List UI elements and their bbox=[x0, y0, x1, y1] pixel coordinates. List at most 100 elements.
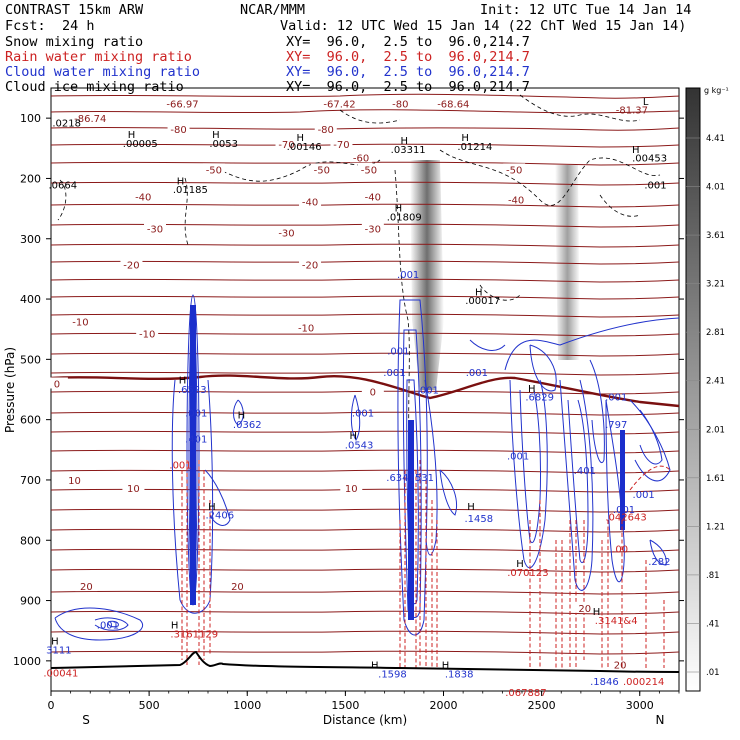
cloud-water-core-1 bbox=[190, 305, 196, 605]
temperature-contour-line bbox=[51, 568, 679, 573]
temperature-label-bg bbox=[75, 580, 98, 592]
colorbar-unit: g kg⁻¹ bbox=[704, 86, 729, 95]
temperature-label-bg bbox=[361, 222, 384, 234]
temperature-label-bg bbox=[69, 315, 92, 327]
cloud-water-contour bbox=[171, 379, 214, 614]
value-annotation: .0543 bbox=[345, 441, 374, 452]
cloud-water-contour bbox=[350, 394, 361, 441]
value-annotation: 20 bbox=[614, 661, 627, 672]
value-annotation: .001 bbox=[507, 451, 529, 462]
temperature-label: 20 bbox=[231, 582, 244, 593]
extrema-mark: H bbox=[238, 410, 246, 421]
temperature-contour-line bbox=[51, 295, 679, 300]
temperature-label: 10 bbox=[345, 484, 358, 495]
x-axis-right-end: N bbox=[656, 713, 665, 727]
cloud-water-contour bbox=[529, 344, 557, 392]
x-tick-label: 0 bbox=[48, 699, 55, 712]
cloud-water-core-3 bbox=[620, 430, 625, 530]
value-annotation: .067887 bbox=[505, 688, 546, 699]
y-tick-label: 700 bbox=[20, 474, 41, 487]
value-annotation: -86.74 bbox=[74, 114, 106, 125]
extrema-mark: H bbox=[349, 431, 357, 442]
colorbar-tick-label: 1.61 bbox=[706, 474, 725, 484]
x-axis: 0 500 1000 1500 2000 2500 3000 bbox=[48, 691, 680, 712]
forecast-label: Fcst: bbox=[5, 18, 46, 34]
value-annotation: .0053 bbox=[209, 139, 238, 150]
y-tick-label: 800 bbox=[20, 534, 41, 547]
temperature-label: -80 bbox=[318, 125, 334, 136]
y-tick-label: 1000 bbox=[13, 655, 41, 668]
temperature-label: -10 bbox=[139, 329, 155, 340]
cloud-water-contour bbox=[402, 329, 422, 618]
value-annotation: .797 bbox=[605, 420, 627, 431]
temperature-label-bg bbox=[45, 377, 68, 389]
temperature-label: -20 bbox=[302, 261, 318, 272]
field-name-cloud-ice: Cloud ice mixing ratio bbox=[5, 79, 184, 95]
y-tick-label: 600 bbox=[20, 414, 41, 427]
extrema-mark: H bbox=[212, 130, 220, 141]
temperature-label: -30 bbox=[365, 224, 381, 235]
x-tick-label: 1000 bbox=[233, 699, 261, 712]
temperature-label: -50 bbox=[314, 165, 330, 176]
colorbar-gradient bbox=[685, 87, 701, 692]
extrema-mark: H bbox=[177, 176, 185, 187]
value-annotation: .00453 bbox=[632, 154, 667, 165]
extrema-mark: H bbox=[475, 287, 483, 298]
temperature-label: -30 bbox=[147, 224, 163, 235]
value-annotation: .6829 bbox=[525, 392, 554, 403]
colorbar-tick-label: 2.41 bbox=[706, 377, 725, 387]
temperature-label-bg bbox=[505, 193, 528, 205]
colorbar-tick-label: .81 bbox=[706, 571, 720, 581]
cloud-water-contour bbox=[94, 617, 129, 631]
value-annotation: .001 bbox=[169, 460, 191, 471]
value-annotation: .001 bbox=[613, 505, 635, 516]
temperature-label: -20 bbox=[123, 261, 139, 272]
value-annotation: .01809 bbox=[387, 213, 422, 224]
extrema-mark: H bbox=[516, 559, 524, 570]
temperature-labels: -80 -80-70 -70-50 -50 -50 -50-60-40 -40 -40 -40-… bbox=[45, 123, 596, 615]
cloud-ice-contour bbox=[519, 94, 641, 122]
colorbar-tick-label: .01 bbox=[706, 668, 720, 678]
cloud-water-contour bbox=[406, 379, 419, 605]
temperature-label: -10 bbox=[298, 323, 314, 334]
rain-water-contour bbox=[629, 465, 671, 491]
extrema-mark: H bbox=[442, 661, 450, 672]
colorbar-tick-label: 4.01 bbox=[706, 183, 725, 193]
extrema-mark: H bbox=[461, 133, 469, 144]
extrema-mark: H bbox=[296, 133, 304, 144]
value-annotation: .0362 bbox=[233, 420, 262, 431]
field-name-rain: Rain water mixing ratio bbox=[5, 49, 192, 65]
forecast-value: 24 h bbox=[62, 18, 95, 34]
value-annotation: .401 bbox=[185, 435, 207, 446]
temperature-label: -50 bbox=[206, 165, 222, 176]
value-annotation: -68.64 bbox=[437, 99, 469, 110]
temperature-label: -40 bbox=[365, 193, 381, 204]
cloud-water-contour bbox=[469, 339, 506, 351]
temperature-label: 0 bbox=[54, 379, 60, 390]
temperature-label-bg bbox=[503, 163, 526, 175]
value-annotation: .2406 bbox=[205, 511, 234, 522]
value-annotation: .6523 bbox=[178, 385, 207, 396]
field-xy-rain: XY= 96.0, 2.5 to 96.0,214.7 bbox=[286, 49, 530, 65]
temperature-contour-line bbox=[51, 528, 679, 533]
cloud-water-contour bbox=[504, 317, 679, 371]
extrema-mark: H bbox=[467, 502, 475, 513]
temperature-contours bbox=[51, 93, 679, 655]
colorbar-tick-label: 2.81 bbox=[706, 328, 725, 338]
temperature-contour-line bbox=[51, 650, 679, 655]
field-xy-snow: XY= 96.0, 2.5 to 96.0,214.7 bbox=[286, 34, 530, 50]
temperature-label: 0 bbox=[370, 387, 376, 398]
value-annotation: .042643 bbox=[605, 512, 646, 523]
temperature-contour-line bbox=[51, 590, 679, 595]
value-annotation: .00 bbox=[612, 544, 628, 555]
value-annotation: -67.42 bbox=[323, 99, 355, 110]
value-annotation: -80 bbox=[392, 99, 408, 110]
colorbar-tick-label: 3.61 bbox=[706, 231, 725, 241]
temperature-label-bg bbox=[275, 226, 298, 238]
extrema-mark: H bbox=[593, 607, 601, 618]
extrema-mark: H bbox=[400, 136, 408, 147]
temperature-label-bg bbox=[136, 327, 159, 339]
temperature-label-bg bbox=[226, 580, 249, 592]
temperature-label: -10 bbox=[72, 317, 88, 328]
